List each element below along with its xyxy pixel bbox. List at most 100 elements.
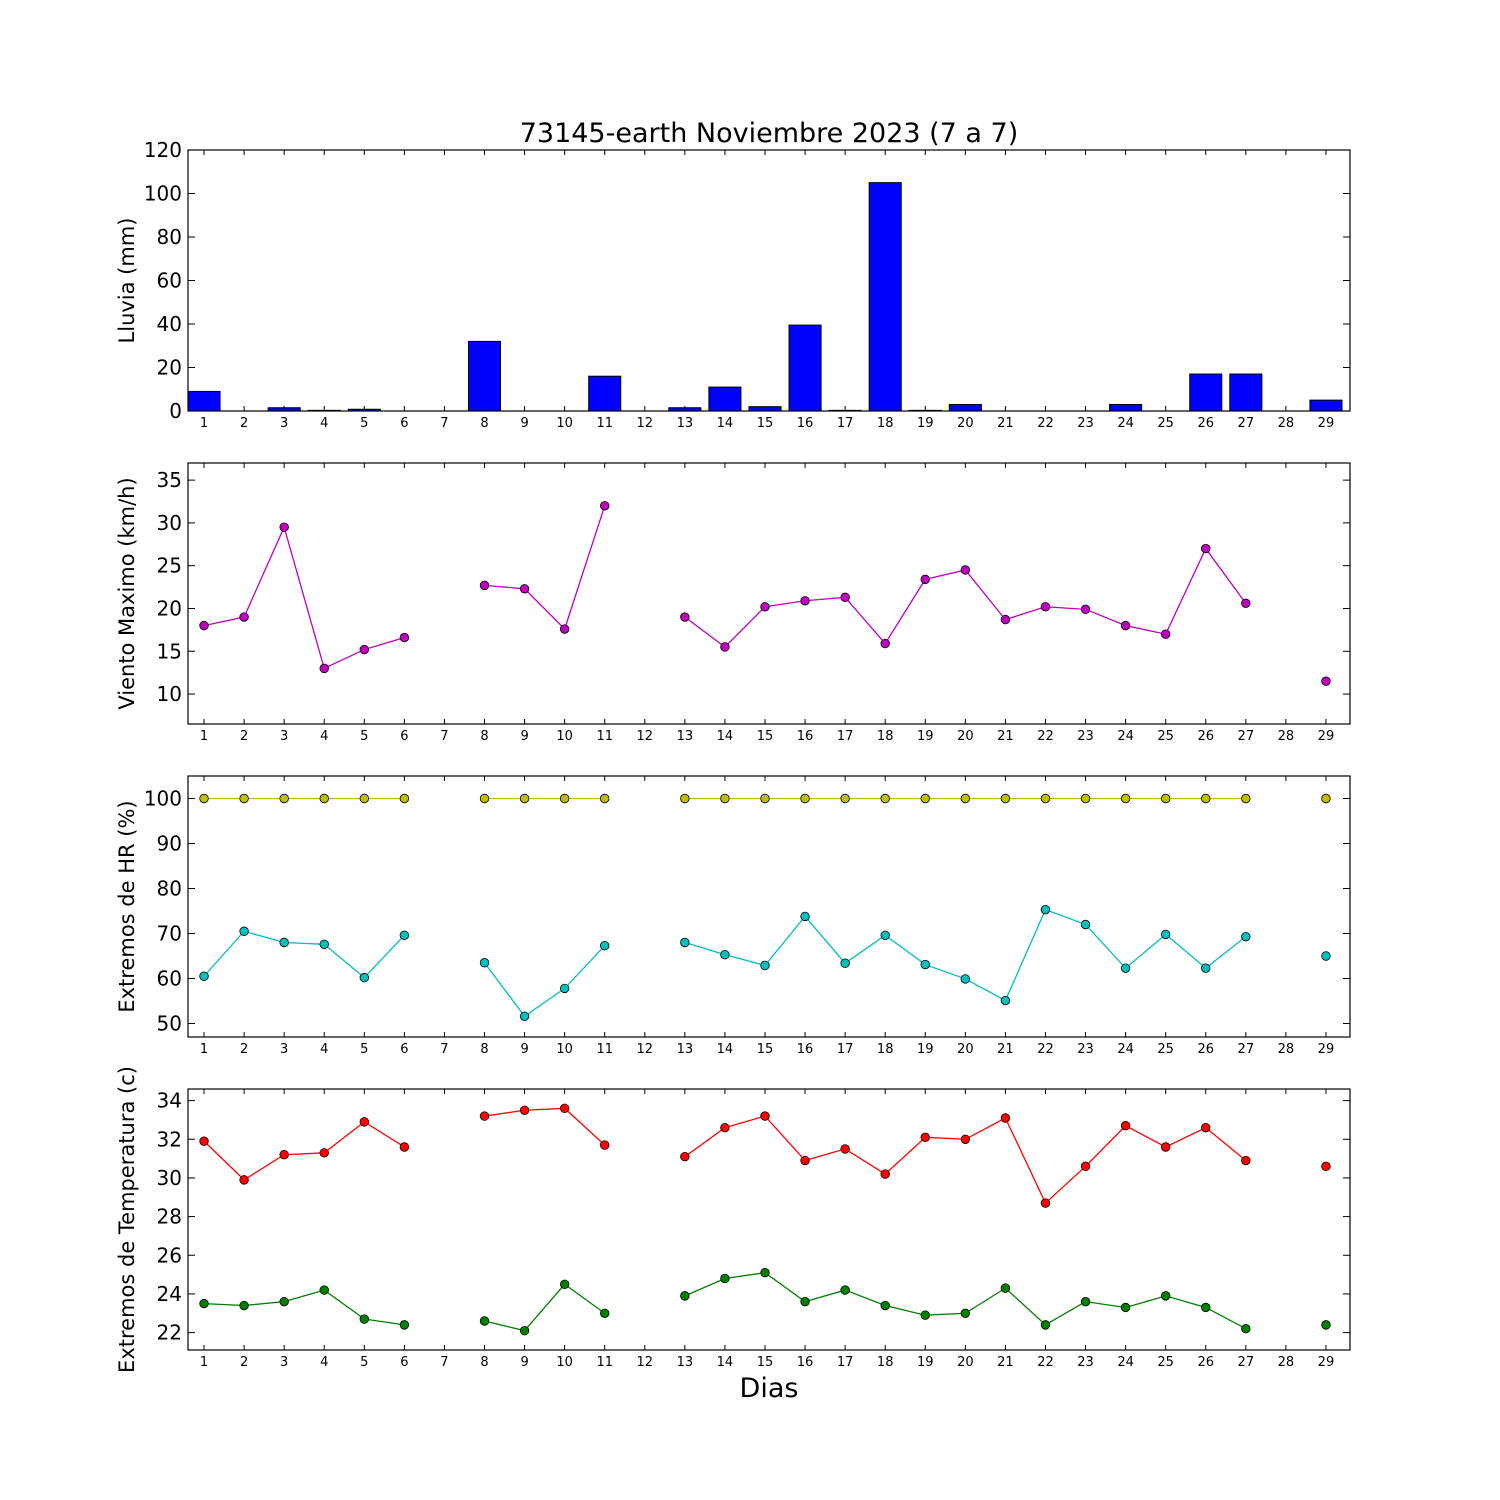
hr-ytick-label: 60 bbox=[157, 967, 182, 991]
temp-xtick-label: 26 bbox=[1197, 1355, 1214, 1370]
hr-plot-frame bbox=[187, 775, 1351, 1038]
hr-xtick-label: 23 bbox=[1077, 1042, 1094, 1057]
rain-ytick-label: 0 bbox=[169, 399, 182, 423]
hr-min-point bbox=[279, 937, 289, 948]
rain-xtick-label: 11 bbox=[596, 416, 613, 431]
temp-min-point bbox=[760, 1267, 770, 1278]
rain-xtick-label: 8 bbox=[480, 416, 488, 431]
temp-min-point bbox=[1201, 1302, 1211, 1313]
temp-min-point bbox=[359, 1314, 370, 1324]
wind-max-point bbox=[559, 624, 570, 634]
rain-bar bbox=[1309, 399, 1343, 412]
hr-max-point bbox=[1241, 793, 1251, 804]
wind-xtick-label: 13 bbox=[677, 729, 694, 744]
hr-min-point bbox=[840, 958, 850, 968]
hr-max-point bbox=[479, 793, 490, 804]
temp-xtick-label: 13 bbox=[677, 1355, 694, 1370]
hr-xtick-label: 17 bbox=[837, 1042, 854, 1057]
temp-max-point bbox=[319, 1148, 329, 1158]
hr-xtick-label: 27 bbox=[1238, 1042, 1255, 1057]
hr-ytick-label: 100 bbox=[144, 787, 182, 811]
hr-min-point bbox=[720, 949, 730, 960]
rain-bar bbox=[1109, 403, 1143, 412]
wind-xtick-label: 25 bbox=[1157, 729, 1174, 744]
temp-min-point bbox=[319, 1285, 329, 1295]
temp-xtick-label: 23 bbox=[1077, 1355, 1094, 1370]
temp-min-point bbox=[479, 1316, 490, 1326]
temp-min-point bbox=[720, 1273, 730, 1284]
hr-max-point bbox=[519, 793, 530, 804]
temp-xtick-label: 19 bbox=[917, 1355, 934, 1370]
wind-max-point bbox=[239, 612, 249, 622]
wind-xtick-label: 14 bbox=[717, 729, 734, 744]
hr-min-point bbox=[1000, 995, 1011, 1006]
hr-max-point bbox=[840, 793, 850, 804]
hr-min-point bbox=[199, 971, 209, 981]
temp-max-point bbox=[519, 1105, 530, 1115]
temp-y-axis-label: Extremos de Temperatura (c) bbox=[115, 1066, 139, 1373]
hr-max-point bbox=[399, 793, 410, 804]
wind-max-point bbox=[1160, 629, 1171, 639]
wind-max-point bbox=[519, 584, 530, 594]
wind-ytick-label: 25 bbox=[157, 554, 182, 578]
temp-max-point bbox=[840, 1144, 850, 1154]
hr-max-point bbox=[680, 793, 690, 804]
hr-max-point bbox=[960, 793, 971, 804]
temp-max-point bbox=[920, 1132, 930, 1143]
wind-max-point bbox=[1120, 620, 1131, 631]
rain-bar bbox=[187, 390, 221, 412]
rain-xtick-label: 2 bbox=[240, 416, 248, 431]
temp-xtick-label: 14 bbox=[717, 1355, 734, 1370]
hr-ytick-label: 90 bbox=[157, 832, 182, 856]
rain-xtick-label: 29 bbox=[1318, 416, 1335, 431]
temp-xtick-label: 8 bbox=[480, 1355, 488, 1370]
rain-xtick-label: 9 bbox=[520, 416, 528, 431]
rain-xtick-label: 1 bbox=[200, 416, 208, 431]
temp-xtick-label: 16 bbox=[797, 1355, 814, 1370]
wind-max-point bbox=[920, 574, 930, 585]
temp-min-point bbox=[279, 1296, 289, 1307]
wind-ytick-label: 20 bbox=[157, 596, 182, 620]
wind-xtick-label: 4 bbox=[320, 729, 328, 744]
wind-xtick-label: 3 bbox=[280, 729, 288, 744]
wind-max-point bbox=[1321, 676, 1331, 686]
hr-max-point bbox=[760, 793, 770, 804]
temp-max-point bbox=[239, 1175, 249, 1185]
hr-min-point bbox=[600, 940, 610, 951]
hr-max-point bbox=[239, 793, 249, 804]
temp-ytick-label: 30 bbox=[157, 1166, 182, 1190]
temp-max-point bbox=[1120, 1121, 1131, 1131]
hr-min-point bbox=[1040, 904, 1051, 915]
hr-ytick-label: 80 bbox=[157, 877, 182, 901]
hr-ytick-label: 70 bbox=[157, 922, 182, 946]
hr-xtick-label: 9 bbox=[520, 1042, 528, 1057]
rain-xtick-label: 12 bbox=[637, 416, 654, 431]
rain-xtick-label: 3 bbox=[280, 416, 288, 431]
wind-max-point bbox=[1201, 543, 1211, 554]
hr-max-point bbox=[1201, 793, 1211, 804]
temp-min-point bbox=[399, 1320, 410, 1330]
temp-min-point bbox=[519, 1325, 530, 1336]
wind-ytick-label: 30 bbox=[157, 511, 182, 535]
rain-xtick-label: 27 bbox=[1238, 416, 1255, 431]
rain-xtick-label: 23 bbox=[1077, 416, 1094, 431]
wind-max-point bbox=[479, 580, 490, 591]
temp-min-point bbox=[1241, 1324, 1251, 1334]
hr-xtick-label: 25 bbox=[1157, 1042, 1174, 1057]
wind-max-point bbox=[1000, 614, 1011, 625]
hr-min-point bbox=[319, 939, 329, 950]
temp-xtick-label: 27 bbox=[1238, 1355, 1255, 1370]
hr-xtick-label: 28 bbox=[1278, 1042, 1295, 1057]
temp-max-point bbox=[279, 1150, 289, 1160]
temp-xtick-label: 9 bbox=[520, 1355, 528, 1370]
rain-bar bbox=[788, 324, 822, 412]
rain-bar bbox=[708, 386, 742, 412]
temp-max-point bbox=[1321, 1161, 1331, 1172]
wind-max-point bbox=[840, 592, 850, 603]
hr-max-point bbox=[800, 793, 810, 804]
hr-xtick-label: 24 bbox=[1117, 1042, 1134, 1057]
temp-min-point bbox=[1080, 1296, 1091, 1307]
